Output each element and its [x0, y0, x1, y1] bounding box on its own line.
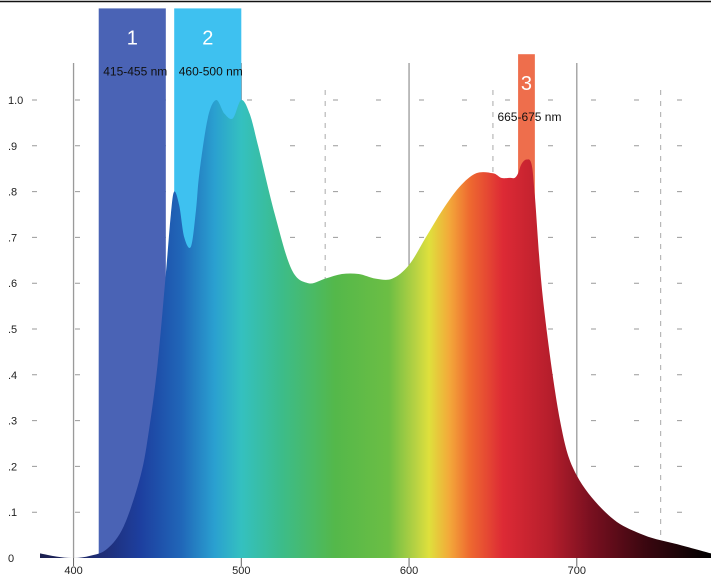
- band-1-number: 1: [127, 27, 138, 49]
- x-tick-label: 700: [568, 565, 586, 574]
- x-tick-label: 600: [400, 565, 418, 574]
- y-tick-label: .7: [8, 232, 17, 244]
- band-3-number: 3: [521, 73, 532, 95]
- spectrum-series: [40, 99, 711, 559]
- x-tick-label: 500: [232, 565, 250, 574]
- axis-ticks: 0 .1 .2 .3 .4 .5 .6 .7 .8 .9 1.0 400 500 600 700: [8, 95, 586, 574]
- y-tick-label: .5: [8, 324, 17, 336]
- y-tick-label: .6: [8, 278, 17, 290]
- x-tick-label: 400: [64, 565, 82, 574]
- band-1-range-label: 415-455 nm: [103, 64, 167, 78]
- y-tick-label: 0: [8, 553, 14, 565]
- y-tick-label: .8: [8, 187, 17, 199]
- y-tick-label: .3: [8, 416, 17, 428]
- band-3-range-label: 665-675 nm: [497, 110, 561, 124]
- y-tick-label: .1: [8, 507, 17, 519]
- spectrum-area: [40, 99, 711, 559]
- band-labels: 1 415-455 nm 2 460-500 nm 3 665-675 nm: [103, 27, 561, 124]
- band-2-number: 2: [202, 27, 213, 49]
- y-tick-label: .2: [8, 461, 17, 473]
- band-2-range-label: 460-500 nm: [179, 64, 243, 78]
- y-tick-label: 1.0: [8, 95, 23, 107]
- y-tick-label: .9: [8, 141, 17, 153]
- y-tick-label: .4: [8, 370, 17, 382]
